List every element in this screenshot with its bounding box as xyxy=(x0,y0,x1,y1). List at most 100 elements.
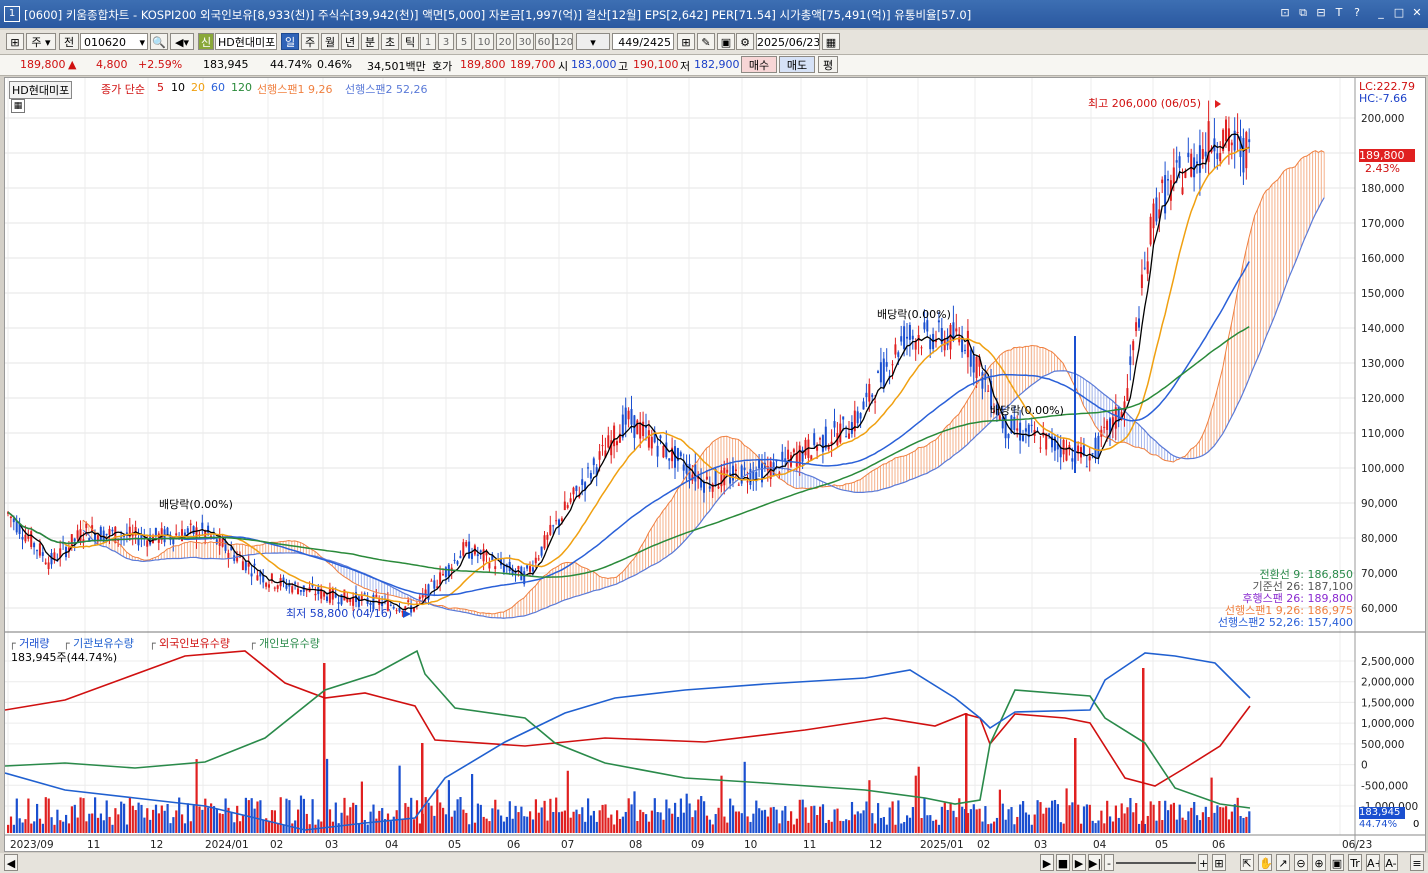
chart-area[interactable]: 200,000190,000180,000170,000160,000150,0… xyxy=(4,77,1426,852)
tab-minute[interactable]: 분 xyxy=(361,33,379,50)
eval-button[interactable]: 평 xyxy=(818,56,838,73)
volume-bar xyxy=(897,800,900,833)
tile-icon[interactable]: ⧉ xyxy=(1299,6,1307,19)
font-up-icon[interactable]: A+ xyxy=(1366,854,1380,871)
period-select[interactable]: 주 ▾ xyxy=(26,33,56,50)
price-tick-label: 100,000 xyxy=(1361,463,1404,475)
candle-body xyxy=(1071,458,1074,462)
candle-body xyxy=(334,593,337,598)
pin-icon[interactable]: ⊡ xyxy=(1280,6,1290,19)
stock-name-field[interactable]: HD현대미포 xyxy=(215,33,277,50)
custom-step-select[interactable]: ▾ xyxy=(576,33,610,50)
zoom-slider[interactable] xyxy=(1116,862,1196,864)
bottom-scrollbar[interactable]: ◀ ▶ ■ ▶ ▶| - + ⊞ ⇱ ✋ ↗ ⊖ ⊕ ▣ Tr A+ A- ≡ xyxy=(0,853,1428,873)
help-icon[interactable]: ? xyxy=(1354,6,1360,19)
prev-button[interactable]: 전 xyxy=(59,33,79,50)
volume-bar xyxy=(549,798,552,833)
candle-body xyxy=(444,567,447,578)
calendar-icon[interactable]: ▦ xyxy=(822,33,840,50)
step-20[interactable]: 20 xyxy=(496,33,514,50)
candle-body xyxy=(900,336,903,342)
volume-bar xyxy=(137,802,140,833)
candle-body xyxy=(343,589,346,601)
maximize-button[interactable]: □ xyxy=(1393,6,1405,19)
volume-bar xyxy=(816,815,819,833)
step-5[interactable]: 5 xyxy=(456,33,472,50)
volume-bar xyxy=(908,817,912,833)
step-3[interactable]: 3 xyxy=(438,33,454,50)
menu-icon[interactable]: ≡ xyxy=(1410,854,1424,871)
close-button[interactable]: ✕ xyxy=(1412,6,1422,19)
date-input[interactable]: 2025/06/23 xyxy=(756,33,820,50)
volume-bar xyxy=(56,809,59,833)
candle-body xyxy=(1053,436,1056,451)
sell-button[interactable]: 매도 xyxy=(779,56,815,73)
stock-label[interactable]: HD현대미포 xyxy=(9,81,73,99)
gear-icon[interactable]: ⚙ xyxy=(736,33,754,50)
sound-icon[interactable]: ◀▾ xyxy=(170,33,194,50)
volume-bar xyxy=(334,802,337,833)
candle-body xyxy=(50,552,53,565)
candle-body xyxy=(247,562,250,567)
change-arrow: ▲ xyxy=(68,58,77,71)
x-tick-label: 10 xyxy=(744,839,757,851)
step-1[interactable]: 1 xyxy=(420,33,436,50)
stop-icon[interactable]: ■ xyxy=(1056,854,1070,871)
volume-bar xyxy=(621,816,624,833)
volume-bar xyxy=(120,801,123,833)
volume-bar xyxy=(1164,800,1167,833)
text-icon[interactable]: T xyxy=(1335,6,1343,19)
candle-body xyxy=(1077,445,1080,454)
scroll-right-icon[interactable]: ▶ xyxy=(1072,854,1086,871)
candle-body xyxy=(566,505,569,508)
volume-bar xyxy=(1117,817,1120,833)
step-60[interactable]: 60 xyxy=(535,33,553,50)
fit-icon[interactable]: ⊞ xyxy=(1212,854,1226,871)
volume-bar xyxy=(656,812,659,833)
buy-button[interactable]: 매수 xyxy=(741,56,777,73)
zoom-in-icon[interactable]: + xyxy=(1198,854,1208,871)
volume-bar xyxy=(1036,800,1039,833)
step-10[interactable]: 10 xyxy=(474,33,494,50)
search-icon[interactable]: 🔍 xyxy=(150,33,168,50)
collapse-icon[interactable]: ⊟ xyxy=(1316,6,1326,19)
step-120[interactable]: 120 xyxy=(553,33,573,50)
draw-icon[interactable]: ✎ xyxy=(697,33,715,50)
scroll-end-icon[interactable]: ▶| xyxy=(1088,854,1102,871)
chart-settings-icon[interactable]: ⊞ xyxy=(6,33,24,50)
font-down-icon[interactable]: A- xyxy=(1384,854,1398,871)
stock-code-input[interactable]: 010620 ▾ xyxy=(80,33,148,50)
cursor-icon[interactable]: ⇱ xyxy=(1240,854,1254,871)
step-30[interactable]: 30 xyxy=(516,33,534,50)
scroll-left-icon[interactable]: ◀ xyxy=(4,854,18,871)
tab-day[interactable]: 일 xyxy=(281,33,299,50)
image-icon[interactable]: ▣ xyxy=(1330,854,1344,871)
play-icon[interactable]: ▶ xyxy=(1040,854,1054,871)
text-tool-icon[interactable]: Tr xyxy=(1348,854,1362,871)
crosshair-icon[interactable]: ⊕ xyxy=(1312,854,1326,871)
volume-bar xyxy=(758,808,761,833)
tab-month[interactable]: 월 xyxy=(321,33,339,50)
count-input[interactable]: 449/2425 xyxy=(612,33,674,50)
volume-bar xyxy=(239,821,242,833)
tab-week[interactable]: 주 xyxy=(301,33,319,50)
chart-svg[interactable]: 200,000190,000180,000170,000160,000150,0… xyxy=(5,78,1425,851)
volume-bar xyxy=(88,813,91,833)
tab-tick[interactable]: 틱 xyxy=(401,33,419,50)
tab-second[interactable]: 초 xyxy=(381,33,399,50)
x-tick-label: 06 xyxy=(507,839,521,851)
volume-bar xyxy=(1178,804,1181,833)
volume-bar xyxy=(891,801,894,833)
magnet-icon[interactable]: ⊖ xyxy=(1294,854,1308,871)
table-icon[interactable]: ▦ xyxy=(11,99,25,113)
volume-bar xyxy=(943,802,946,833)
save-icon[interactable]: ▣ xyxy=(717,33,735,50)
tab-year[interactable]: 년 xyxy=(341,33,359,50)
draw-tool-icon[interactable]: ↗ xyxy=(1276,854,1290,871)
volume-bar xyxy=(1039,802,1042,833)
hand-icon[interactable]: ✋ xyxy=(1258,854,1272,871)
minimize-button[interactable]: _ xyxy=(1378,6,1384,19)
zoom-out-icon[interactable]: - xyxy=(1104,854,1114,871)
volume-bar xyxy=(99,813,102,833)
grid-icon[interactable]: ⊞ xyxy=(677,33,695,50)
